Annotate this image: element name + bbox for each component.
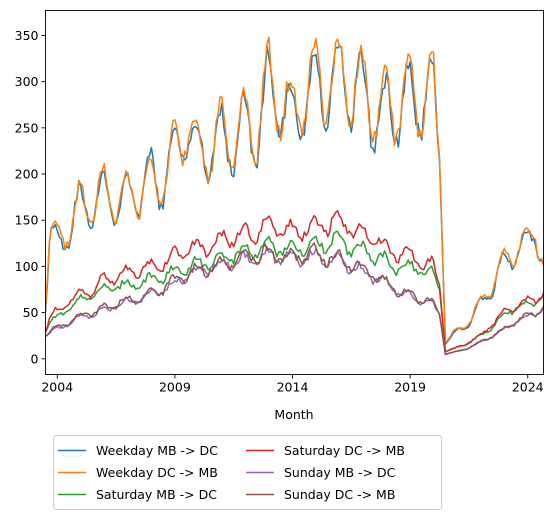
y-tick-label: 200 bbox=[15, 167, 39, 182]
x-tick-label: 2009 bbox=[159, 380, 191, 395]
series-line-3 bbox=[45, 210, 544, 353]
legend: Weekday MB -> DC Weekday DC -> MB Saturday… bbox=[53, 435, 442, 510]
y-tick-label: 50 bbox=[23, 305, 39, 320]
y-tick-label: 300 bbox=[15, 74, 39, 89]
plot-frame bbox=[45, 10, 544, 375]
legend-label: Saturday DC -> MB bbox=[284, 443, 405, 458]
legend-items: Weekday MB -> DC Weekday DC -> MB Saturday… bbox=[58, 443, 405, 502]
x-tick-label: 2019 bbox=[394, 380, 426, 395]
series-line-1 bbox=[45, 36, 544, 344]
legend-label: Sunday MB -> DC bbox=[284, 465, 396, 480]
legend-label: Weekday MB -> DC bbox=[96, 443, 218, 458]
axes-layer: 2004 2009 2014 2019 2024 0 50 100 150 200 250 300 35… bbox=[15, 28, 544, 395]
legend-label: Saturday MB -> DC bbox=[96, 487, 217, 502]
series-layer bbox=[45, 36, 544, 356]
y-tick-label: 350 bbox=[15, 28, 39, 43]
x-tick-label: 2024 bbox=[512, 380, 544, 395]
y-tick-label: 250 bbox=[15, 120, 39, 135]
x-axis-label: Month bbox=[274, 407, 313, 422]
y-tick-label: 150 bbox=[15, 213, 39, 228]
legend-label: Sunday DC -> MB bbox=[284, 487, 395, 502]
y-tick-label: 0 bbox=[31, 351, 39, 366]
x-tick-label: 2004 bbox=[41, 380, 73, 395]
y-tick-label: 100 bbox=[15, 259, 39, 274]
x-tick-label: 2014 bbox=[277, 380, 309, 395]
series-line-5 bbox=[45, 242, 544, 356]
legend-label: Weekday DC -> MB bbox=[96, 465, 218, 480]
